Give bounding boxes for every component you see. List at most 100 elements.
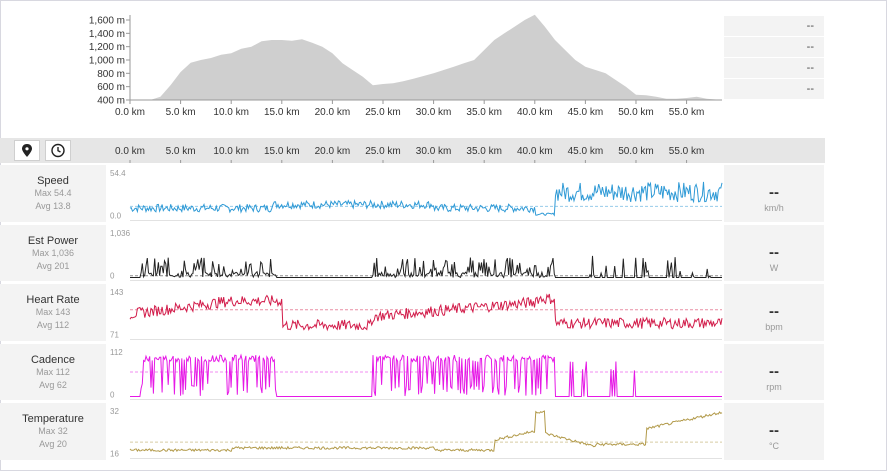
- metric-name: Est Power: [27, 234, 79, 247]
- elevation-y-tick: 1,000 m: [89, 55, 125, 66]
- metric-max: Max 112: [36, 366, 70, 377]
- elevation-x-tick: 10.0 km: [213, 107, 249, 118]
- elevation-y-ticks: 1,600 m 1,400 m 1,200 m 1,000 m 800 m 600 m 40…: [89, 16, 130, 106]
- metric-current-value: --: [769, 422, 779, 439]
- toolbar-x-tick: 25.0 km: [365, 146, 401, 157]
- toolbar-x-tick: 50.0 km: [618, 146, 654, 157]
- toolbar-x-tick: 15.0 km: [264, 146, 300, 157]
- elevation-x-tick: 45.0 km: [568, 107, 604, 118]
- map-pin-icon: [22, 144, 32, 157]
- metric-max: Max 143: [35, 307, 71, 317]
- elevation-x-ticks: 0.0 km 5.0 km 10.0 km 15.0 km 20.0 km 25.0 km…: [115, 100, 704, 118]
- chart-toolbar: 0.0 km 5.0 km 10.0 km 15.0 km 20.0 km 25.0 km…: [0, 138, 825, 163]
- metric-current-value: --: [769, 243, 779, 261]
- elevation-x-tick: 30.0 km: [416, 107, 452, 118]
- elevation-x-tick: 25.0 km: [365, 107, 401, 118]
- metric-trace: [129, 181, 723, 217]
- metric-avg: Avg 112: [36, 320, 70, 330]
- metric-y-top: 32: [110, 407, 119, 416]
- elevation-y-tick: 600 m: [97, 82, 125, 93]
- side-value-1: --: [724, 16, 824, 36]
- toolbar-x-tick: 5.0 km: [166, 146, 196, 157]
- metric-label-4: Temperature Max 32 Avg 20: [0, 403, 106, 460]
- metric-trace: [129, 293, 723, 332]
- metric-chart-1[interactable]: 1,036 0: [0, 225, 887, 282]
- elevation-x-tick: 0.0 km: [115, 107, 145, 118]
- metric-y-bottom: 0.0: [110, 212, 122, 221]
- metric-y-top: 143: [110, 288, 124, 297]
- toolbar-x-tick: 0.0 km: [115, 146, 145, 157]
- toolbar-x-tick: 55.0 km: [669, 146, 705, 157]
- metric-avg: Avg 20: [39, 439, 67, 449]
- elevation-x-tick: 55.0 km: [669, 107, 705, 118]
- metric-name: Cadence: [30, 353, 76, 366]
- toolbar-x-tick: 30.0 km: [416, 146, 452, 157]
- metric-label-3: Cadence Max 112 Avg 62: [0, 343, 106, 400]
- elevation-y-tick: 800 m: [97, 69, 125, 80]
- side-value-2: --: [724, 37, 824, 57]
- elevation-y-tick: 1,600 m: [89, 16, 125, 27]
- metric-avg: Avg 201: [36, 260, 70, 271]
- metric-unit: km/h: [764, 203, 784, 213]
- metric-name: Heart Rate: [26, 294, 80, 306]
- metric-label-2: Heart Rate Max 143 Avg 112: [0, 284, 106, 341]
- toolbar-x-ticks: 0.0 km 5.0 km 10.0 km 15.0 km 20.0 km 25.0 km…: [115, 146, 705, 163]
- metric-current-0: -- km/h: [724, 165, 824, 222]
- elevation-x-tick: 5.0 km: [166, 107, 196, 118]
- side-value-4: --: [724, 79, 824, 99]
- toolbar-x-tick: 10.0 km: [213, 146, 249, 157]
- metric-trace: [129, 410, 723, 453]
- elevation-x-tick: 35.0 km: [466, 107, 502, 118]
- metric-chart-2[interactable]: 143 71: [0, 284, 887, 341]
- distance-mode-button[interactable]: [14, 140, 40, 161]
- metric-chart-3[interactable]: 112 0: [0, 344, 887, 401]
- toolbar-x-tick: 20.0 km: [315, 146, 351, 157]
- elevation-y-tick: 1,200 m: [89, 42, 125, 53]
- elevation-x-tick: 50.0 km: [618, 107, 654, 118]
- metric-avg: Avg 13.8: [35, 201, 71, 211]
- time-mode-button[interactable]: [45, 140, 71, 161]
- metric-avg: Avg 62: [39, 379, 67, 390]
- elevation-y-tick: 1,400 m: [89, 29, 125, 40]
- metric-trace: [130, 255, 722, 279]
- metric-label-1: Est Power Max 1,036 Avg 201: [0, 224, 106, 281]
- metric-y-bottom: 0: [110, 271, 115, 280]
- elevation-x-tick: 20.0 km: [315, 107, 351, 118]
- metric-y-top: 112: [110, 348, 123, 357]
- metric-unit: W: [769, 262, 779, 273]
- side-value-3: --: [724, 58, 824, 78]
- metric-current-4: -- °C: [724, 403, 824, 460]
- metric-current-value: --: [769, 362, 779, 380]
- metric-current-value: --: [769, 184, 779, 201]
- metric-chart-4[interactable]: 32 16: [0, 403, 887, 460]
- metric-chart-0[interactable]: 54.4 0.0: [0, 165, 887, 222]
- clock-icon: [51, 143, 65, 158]
- elevation-y-tick: 400 m: [97, 95, 125, 106]
- metric-current-value: --: [769, 303, 779, 320]
- elevation-chart[interactable]: 1,600 m 1,400 m 1,200 m 1,000 m 800 m 600 m 40…: [0, 0, 887, 140]
- metric-y-top: 1,036: [110, 229, 131, 238]
- metric-y-bottom: 16: [110, 450, 119, 459]
- metric-current-1: -- W: [724, 224, 824, 281]
- metric-y-top: 54.4: [110, 169, 126, 178]
- elevation-area: [130, 14, 722, 101]
- metric-unit: rpm: [766, 381, 782, 392]
- metric-current-2: -- bpm: [724, 284, 824, 341]
- metric-unit: °C: [768, 441, 780, 451]
- metric-unit: bpm: [765, 322, 783, 332]
- metric-max: Max 32: [38, 426, 68, 436]
- toolbar-x-tick: 35.0 km: [466, 146, 502, 157]
- metric-current-3: -- rpm: [724, 343, 824, 400]
- metric-y-bottom: 71: [110, 331, 119, 340]
- metric-name: Temperature: [22, 413, 84, 425]
- metric-y-bottom: 0: [110, 390, 115, 399]
- metric-trace: [130, 352, 722, 397]
- elevation-x-tick: 15.0 km: [264, 107, 300, 118]
- metric-label-0: Speed Max 54.4 Avg 13.8: [0, 165, 106, 222]
- metric-max: Max 1,036: [31, 247, 75, 258]
- metric-name: Speed: [37, 175, 69, 187]
- elevation-x-tick: 40.0 km: [517, 107, 553, 118]
- toolbar-x-tick: 45.0 km: [568, 146, 604, 157]
- metric-max: Max 54.4: [34, 188, 72, 198]
- toolbar-x-tick: 40.0 km: [517, 146, 553, 157]
